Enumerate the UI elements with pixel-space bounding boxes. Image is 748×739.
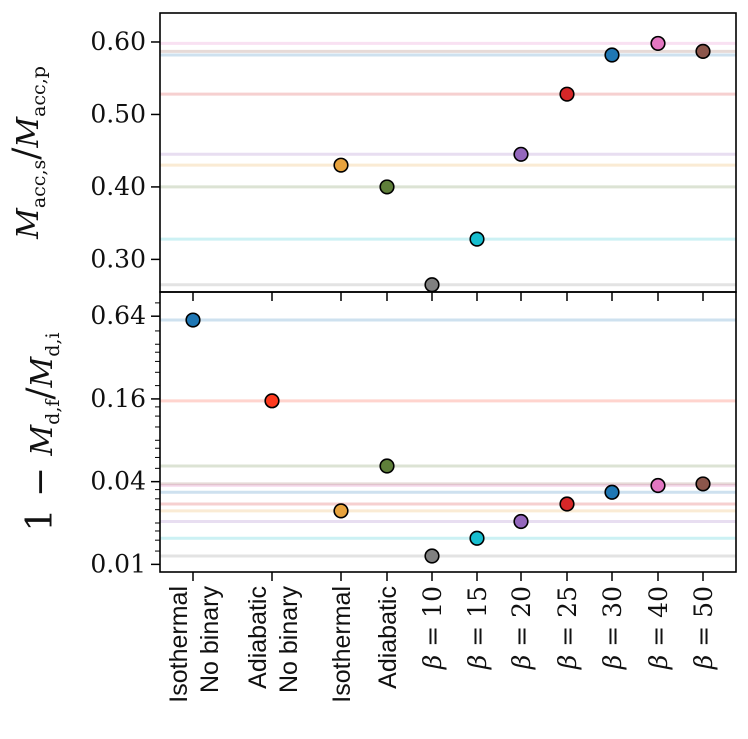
- point-bottom-0: [185, 312, 201, 328]
- point-top-7: [559, 86, 575, 102]
- top-panel-reference-lines: [160, 41, 736, 287]
- point-bottom-9: [650, 477, 666, 494]
- point-bottom-10: [695, 476, 711, 492]
- point-bottom-3: [379, 458, 395, 474]
- x-category-label-7: β = 25: [553, 586, 582, 670]
- y-tick-label-bottom-0: 0.01: [90, 549, 146, 578]
- point-top-2: [333, 157, 349, 173]
- x-category-label-6: β = 20: [507, 586, 536, 670]
- x-category-label-0-line-1: No binary: [196, 586, 224, 693]
- point-top-8: [604, 47, 620, 63]
- x-category-label-3-line-0: Adiabatic: [374, 586, 402, 689]
- panel-frames: [159, 12, 737, 573]
- point-top-10: [695, 43, 711, 60]
- point-bottom-2: [333, 503, 349, 519]
- y-tick-label-top-0: 0.30: [90, 244, 146, 273]
- y-tick-label-bottom-3: 0.64: [90, 301, 146, 330]
- data-points: [185, 35, 711, 564]
- y-tick-label-top-1: 0.40: [90, 172, 146, 201]
- x-category-label-4: β = 10: [418, 586, 447, 670]
- point-top-5: [469, 231, 485, 247]
- axis-labels: 0.30 0.40 0.50 0.60 Macc,s/Macc,p 0.01 0.04 0.1…: [6, 27, 718, 703]
- y-axis-label-bottom: 1 − Md,f/Md,i: [20, 332, 64, 531]
- point-bottom-6: [513, 513, 529, 530]
- axis-ticks: [151, 41, 704, 581]
- x-category-label-5: β = 15: [463, 586, 492, 670]
- x-category-label-2-line-0: Isothermal: [328, 586, 356, 703]
- x-category-label-8: β = 30: [598, 586, 627, 670]
- point-bottom-1: [264, 393, 280, 409]
- y-tick-label-top-2: 0.50: [90, 99, 146, 128]
- x-category-label-10: β = 50: [689, 586, 718, 670]
- point-bottom-4: [424, 548, 440, 564]
- point-top-3: [379, 179, 395, 195]
- point-bottom-8: [604, 484, 620, 500]
- x-category-label-1-line-0: Adiabatic: [244, 586, 272, 689]
- y-axis-label-top: Macc,s/Macc,p: [6, 66, 50, 240]
- panel-frame-bottom: [159, 291, 737, 573]
- point-top-4: [424, 277, 440, 293]
- bottom-panel-reference-lines: [160, 318, 736, 558]
- y-tick-label-top-3: 0.60: [90, 27, 146, 56]
- point-bottom-7: [559, 496, 575, 512]
- point-bottom-5: [469, 530, 485, 546]
- point-top-6: [513, 146, 529, 162]
- y-tick-label-bottom-2: 0.16: [90, 384, 146, 413]
- x-category-label-0-line-0: Isothermal: [165, 586, 193, 703]
- point-top-9: [650, 35, 666, 52]
- y-tick-label-bottom-1: 0.04: [90, 467, 146, 496]
- x-category-label-1-line-1: No binary: [275, 586, 303, 693]
- x-category-label-9: β = 40: [644, 586, 673, 670]
